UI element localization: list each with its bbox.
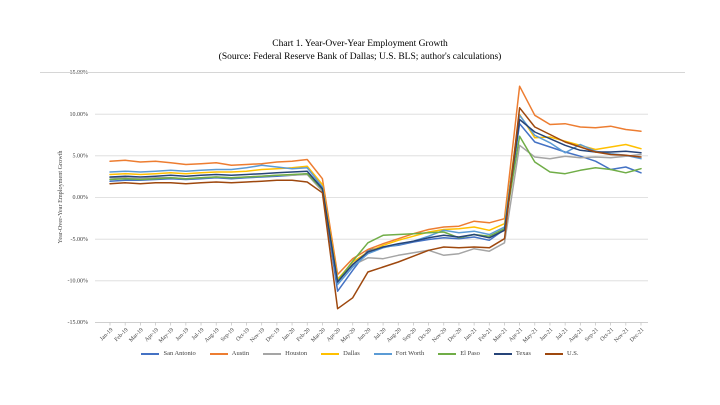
legend-line-swatch [438,352,457,355]
x-tick-label: Sep-21 [584,327,600,343]
legend-label: San Antonio [163,350,196,357]
legend-item-austin: Austin [209,350,250,357]
x-tick-label: May-21 [522,327,539,344]
x-tick-label: May-20 [340,327,357,344]
gridlines [95,72,648,323]
series-lines [109,85,642,310]
y-tick-label: 10.00% [70,112,89,118]
x-tick-label: Aug-20 [386,327,403,344]
x-tick-label: Dec-21 [629,327,645,343]
legend-item-el-paso: El Paso [438,350,480,357]
x-tick-label: Nov-21 [613,327,630,344]
y-tick-label: 15.00% [70,70,89,76]
series-line-dallas [109,113,642,281]
series-line-san-antonio [109,122,642,292]
x-tick-label: Jun-20 [357,327,372,342]
x-tick-label: Jan-21 [463,327,478,342]
legend-item-u-s: U.S. [544,350,579,357]
x-tick-label: Feb-21 [478,327,494,343]
series-line-texas [109,118,642,283]
title-divider-line [40,72,685,73]
legend-line-swatch [493,352,512,355]
y-tick-label: 5.00% [73,154,89,160]
legend-label: U.S. [566,350,579,357]
legend-line-swatch [209,352,228,355]
x-tick-label: Jun-21 [539,327,554,342]
y-axis-title: Year-Over-Year Employment Growth [57,150,64,244]
legend-item-fort-worth: Fort Worth [373,350,425,357]
legend-item-san-antonio: San Antonio [141,350,196,357]
x-tick-label: Oct-20 [417,327,433,343]
legend-item-texas: Texas [493,350,531,357]
legend-line-swatch [263,352,282,355]
x-tick-label: Sep-19 [220,327,236,343]
legend-label: Texas [515,350,531,357]
series-line-fort-worth [109,114,642,286]
x-tick-label: Aug-19 [204,327,221,344]
x-tick-label: Sep-20 [402,327,418,343]
chart-title: Chart 1. Year-Over-Year Employment Growt… [272,39,448,49]
series-line-u-s [109,107,642,310]
x-tick-label: Nov-19 [249,327,266,344]
y-tick-label: -15.00% [68,320,89,326]
legend-item-dallas: Dallas [321,350,360,357]
legend-label: El Paso [460,350,480,357]
x-tick-label: Mar-20 [310,327,327,344]
x-tick-label: Aug-21 [568,327,585,344]
x-tick-label: Dec-20 [447,327,463,343]
chart-legend: San Antonio Austin Houston Dallas Fort Worth… [0,350,720,357]
x-tick-label: Feb-19 [114,327,130,343]
x-tick-label: Jan-19 [99,327,114,342]
series-line-austin [109,85,642,276]
legend-label: Fort Worth [395,350,425,357]
series-line-el-paso [109,135,642,282]
y-axis-tick-labels: -15.00% -10.00% -5.00% 0.00% 5.00% 10.00% 15.0… [68,70,89,326]
x-tick-label: Jan-20 [281,327,296,342]
x-tick-label: Mar-19 [128,327,145,344]
x-tick-label: Dec-19 [265,327,281,343]
x-tick-label: Jun-19 [175,327,190,342]
legend-line-swatch [321,352,340,355]
series-line-houston [109,144,642,280]
legend-label: Austin [231,350,250,357]
legend-line-swatch [544,352,563,355]
legend-line-swatch [373,352,392,355]
x-tick-label: Nov-20 [431,327,448,344]
x-tick-label: Oct-19 [235,327,251,343]
chart-title-block: Chart 1. Year-Over-Year Employment Growt… [0,38,720,64]
legend-label: Houston [285,350,308,357]
legend-label: Dallas [343,350,360,357]
y-tick-label: 0.00% [73,195,89,201]
chart-subtitle: (Source: Federal Reserve Bank of Dallas;… [218,52,502,62]
x-tick-label: Mar-21 [492,327,509,344]
x-tick-label: Feb-20 [296,327,312,343]
x-tick-label: May-19 [158,327,175,344]
y-tick-label: -10.00% [68,279,89,285]
legend-line-swatch [141,352,160,355]
y-tick-label: -5.00% [71,237,89,243]
legend-item-houston: Houston [263,350,307,357]
x-axis-ticks [109,322,642,326]
x-tick-label: Oct-21 [599,327,615,343]
